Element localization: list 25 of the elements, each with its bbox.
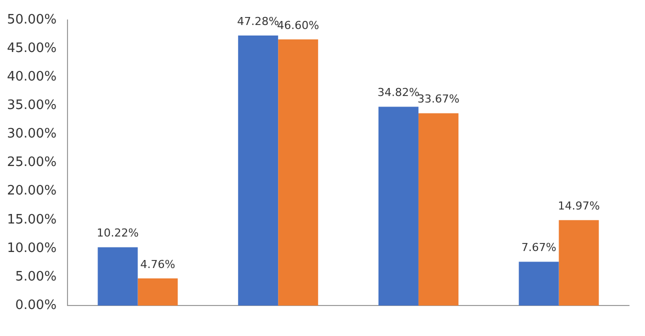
y-tick-label: 15.00% — [6, 212, 57, 228]
y-tick-label: 10.00% — [6, 240, 57, 256]
y-tick-label: 35.00% — [6, 98, 57, 114]
data-label: 46.60% — [277, 18, 320, 32]
y-tick-label: 5.00% — [15, 269, 57, 284]
y-tick-label: 20.00% — [6, 184, 57, 199]
bar — [518, 262, 559, 306]
y-tick-label: 45.00% — [6, 40, 57, 56]
data-label: 4.76% — [140, 258, 176, 271]
bar — [278, 39, 318, 306]
y-tick-label: 25.00% — [6, 155, 57, 170]
data-label: 10.22% — [96, 226, 139, 240]
data-label: 34.82% — [377, 86, 420, 100]
bar — [238, 36, 278, 306]
y-tick-label: 40.00% — [6, 69, 57, 84]
y-tick-label: 30.00% — [6, 126, 57, 142]
bar — [558, 220, 599, 306]
y-tick-label: 0.00% — [15, 298, 57, 313]
bar — [418, 113, 458, 306]
data-label: 14.97% — [558, 199, 600, 212]
data-label: 7.67% — [521, 241, 556, 254]
bar — [98, 247, 138, 306]
y-tick-label: 50.00% — [6, 12, 57, 28]
bar — [378, 106, 418, 306]
bar — [138, 278, 178, 306]
